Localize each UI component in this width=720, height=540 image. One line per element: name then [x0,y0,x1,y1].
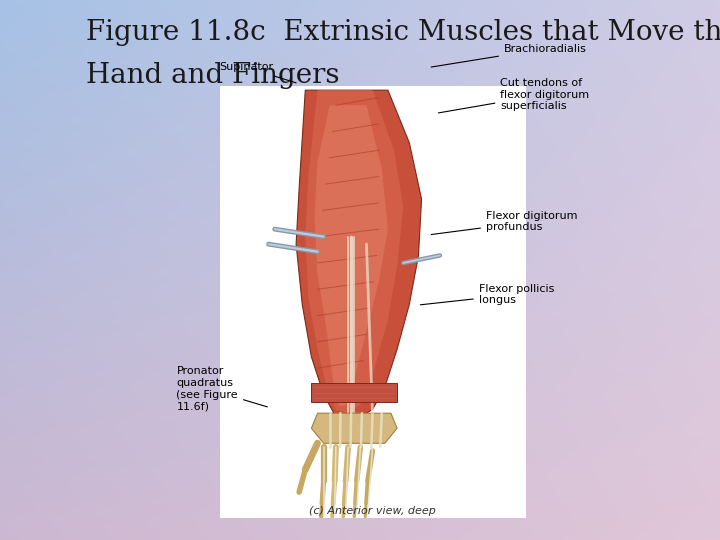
Text: Brachioradialis: Brachioradialis [431,44,587,67]
Polygon shape [296,90,422,421]
Text: Supinator: Supinator [220,63,296,83]
Text: (c) Anterior view, deep: (c) Anterior view, deep [309,506,436,516]
Polygon shape [315,105,388,406]
Text: Flexor pollicis
longus: Flexor pollicis longus [420,284,554,305]
Text: Pronator
quadratus
(see Figure
11.6f): Pronator quadratus (see Figure 11.6f) [176,367,267,411]
Text: Figure 11.8c  Extrinsic Muscles that Move the: Figure 11.8c Extrinsic Muscles that Move… [86,19,720,46]
Text: Cut tendons of
flexor digitorum
superficialis: Cut tendons of flexor digitorum superfic… [438,78,590,113]
Bar [220,86,526,518]
Text: Flexor digitorum
profundus: Flexor digitorum profundus [431,211,577,234]
Polygon shape [311,383,397,402]
Text: Hand and Fingers: Hand and Fingers [86,62,340,89]
Polygon shape [311,413,397,443]
Polygon shape [305,90,403,413]
